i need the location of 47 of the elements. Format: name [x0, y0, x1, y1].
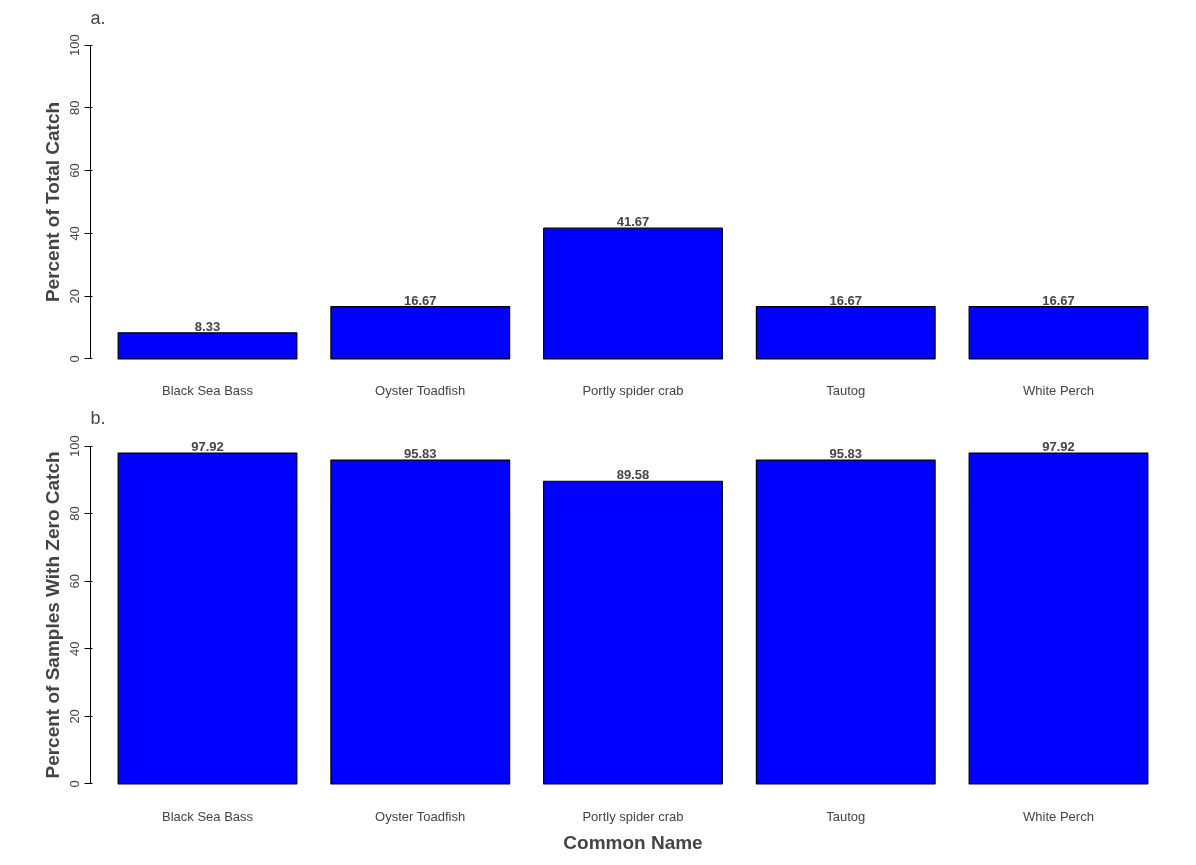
bar — [330, 306, 511, 360]
chart-title: a. — [90, 7, 106, 28]
bar — [330, 459, 511, 785]
data-label: 16.67 — [829, 292, 863, 308]
y-tick-label: 60 — [67, 163, 83, 178]
data-label: 95.83 — [829, 446, 863, 462]
x-tick-label: Black Sea Bass — [161, 808, 254, 824]
data-label: 16.67 — [403, 292, 437, 308]
x-tick-label: Oyster Toadfish — [375, 382, 466, 398]
data-label: 95.83 — [403, 446, 437, 462]
bar — [755, 306, 936, 360]
bar — [755, 459, 936, 785]
y-axis-title: Percent of Total Catch — [41, 101, 63, 303]
y-tick-label: 20 — [67, 709, 83, 724]
bar — [968, 452, 1149, 785]
bar — [968, 306, 1149, 360]
y-tick-label: 40 — [67, 226, 83, 241]
x-tick-label: Tautog — [826, 808, 866, 824]
y-tick-label: 100 — [67, 435, 83, 457]
x-axis-title: Common Name — [563, 831, 703, 853]
y-axis-title: Percent of Samples With Zero Catch — [41, 451, 63, 779]
data-label: 97.92 — [1042, 439, 1075, 455]
data-label: 97.92 — [191, 439, 224, 455]
y-tick-label: 20 — [67, 288, 83, 304]
data-label: 8.33 — [194, 318, 221, 334]
y-tick-label: 80 — [67, 506, 83, 521]
y-tick-label: 40 — [67, 641, 83, 657]
y-tick-label: 60 — [67, 573, 83, 589]
bar — [117, 452, 298, 785]
x-tick-label: Oyster Toadfish — [375, 808, 466, 824]
x-tick-label: Portly spider crab — [582, 808, 684, 824]
x-tick-label: White Perch — [1023, 808, 1094, 824]
y-tick-label: 80 — [67, 100, 83, 116]
y-tick-label: 100 — [67, 34, 83, 56]
bar — [543, 227, 723, 360]
data-label: 16.67 — [1042, 292, 1075, 308]
data-label: 41.67 — [616, 214, 650, 230]
x-tick-label: Portly spider crab — [582, 382, 684, 398]
chart-title: b. — [90, 407, 106, 428]
x-tick-label: White Perch — [1023, 382, 1094, 398]
data-label: 89.58 — [616, 467, 650, 483]
y-tick-label: 0 — [67, 355, 83, 363]
x-tick-label: Tautog — [826, 382, 866, 398]
bar — [117, 332, 298, 360]
bar — [543, 480, 723, 785]
y-tick-label: 0 — [67, 780, 83, 788]
x-tick-label: Black Sea Bass — [161, 382, 254, 398]
